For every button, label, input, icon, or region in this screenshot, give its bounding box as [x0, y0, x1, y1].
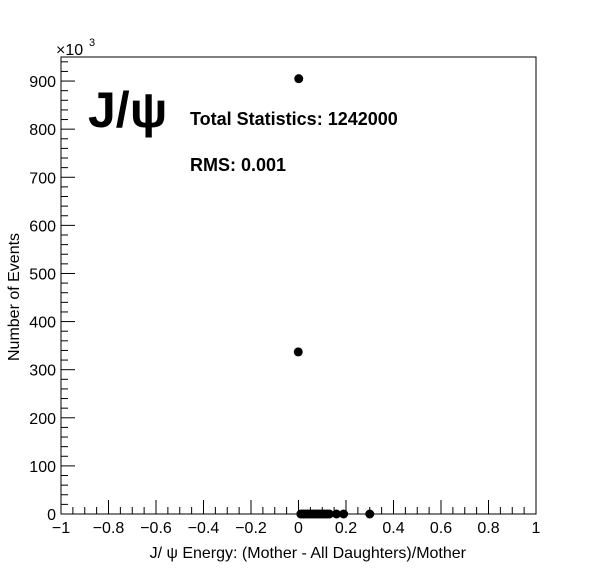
y-tick-label: 500 — [29, 266, 56, 283]
y-tick-label: 600 — [29, 218, 56, 235]
axis-ticks-group — [60, 61, 537, 515]
x-axis-label: J/ ψ Energy: (Mother - All Daughters)/Mo… — [150, 545, 467, 562]
x-tick-label: 0.4 — [382, 520, 404, 537]
data-point — [293, 347, 303, 357]
y-tick-label: 100 — [29, 459, 56, 476]
y-tick-label: 900 — [29, 74, 56, 91]
y-tick-label: 700 — [29, 170, 56, 187]
y-tick-label: 0 — [47, 507, 56, 524]
x-tick-label: −0.4 — [188, 520, 220, 537]
data-point — [339, 509, 349, 519]
data-points-group — [293, 74, 375, 519]
x-tick-label: 0.8 — [477, 520, 499, 537]
x-tick-label: 0 — [294, 520, 303, 537]
x-tick-label: 0.6 — [430, 520, 452, 537]
x-tick-label: 1 — [532, 520, 541, 537]
y-multiplier-exponent: 3 — [89, 37, 95, 49]
y-tick-label: 300 — [29, 363, 56, 380]
data-point — [294, 74, 304, 84]
tick-labels-group: −1 −0.8 −0.6 −0.4 −0.2 0 0.2 0.4 0.6 0.8 1 0 100 200 3… — [29, 74, 540, 537]
big-title: J/ψ — [88, 82, 167, 138]
total-statistics-annotation: Total Statistics: 1242000 — [190, 109, 398, 129]
data-point — [365, 509, 375, 519]
y-tick-label: 200 — [29, 411, 56, 428]
x-tick-label: −1 — [52, 520, 70, 537]
y-multiplier-base: ×10 — [56, 42, 83, 59]
y-tick-label: 400 — [29, 315, 56, 332]
rms-annotation: RMS: 0.001 — [190, 155, 286, 175]
x-tick-label: 0.2 — [335, 520, 357, 537]
data-point — [332, 509, 341, 519]
x-tick-label: −0.8 — [93, 520, 125, 537]
y-axis-label: Number of Events — [6, 233, 23, 361]
x-tick-label: −0.2 — [235, 520, 267, 537]
y-tick-label: 800 — [29, 122, 56, 139]
data-point — [324, 509, 334, 519]
x-tick-label: −0.6 — [140, 520, 172, 537]
